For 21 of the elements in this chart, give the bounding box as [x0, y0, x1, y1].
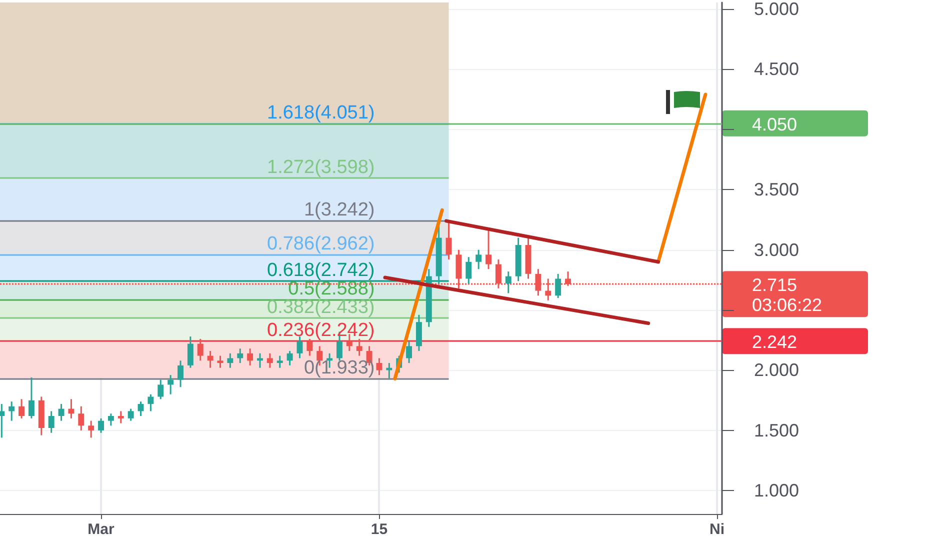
x-tick-label: Ni — [710, 521, 725, 538]
ref-line-label: 0.382(2.433) — [267, 297, 375, 318]
y-tick-label: 5.000 — [754, 0, 800, 19]
ref-line-label: 0.618(2.742) — [267, 260, 375, 281]
ref-line-label: 0.786(2.962) — [267, 233, 375, 254]
ref-line-label: 1(3.242) — [304, 200, 375, 221]
y-tick-label: 2.000 — [754, 360, 800, 380]
y-tick-label: 1.000 — [754, 480, 800, 501]
x-tick-label: 15 — [370, 521, 388, 538]
text: 2.715 03:06:22 — [752, 275, 822, 316]
ref-line-label: 0(1.933) — [304, 357, 375, 378]
y-tick-label: 1.500 — [754, 420, 800, 440]
y-tick-label: 3.500 — [754, 180, 800, 200]
y-tick-label: 4.500 — [754, 59, 800, 80]
y-tick-label: 3.000 — [754, 240, 800, 260]
ref-line-label: 1.272(3.598) — [267, 156, 375, 178]
ref-line-label: 0.236(2.242) — [267, 320, 375, 342]
text: 2.242 — [752, 332, 798, 352]
text: 4.050 — [752, 114, 798, 134]
x-tick-label: Mar — [88, 521, 115, 538]
ref-line-label: 1.618(4.051) — [267, 102, 375, 124]
